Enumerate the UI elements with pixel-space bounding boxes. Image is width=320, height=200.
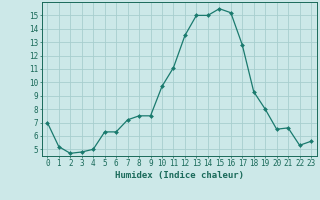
X-axis label: Humidex (Indice chaleur): Humidex (Indice chaleur)	[115, 171, 244, 180]
